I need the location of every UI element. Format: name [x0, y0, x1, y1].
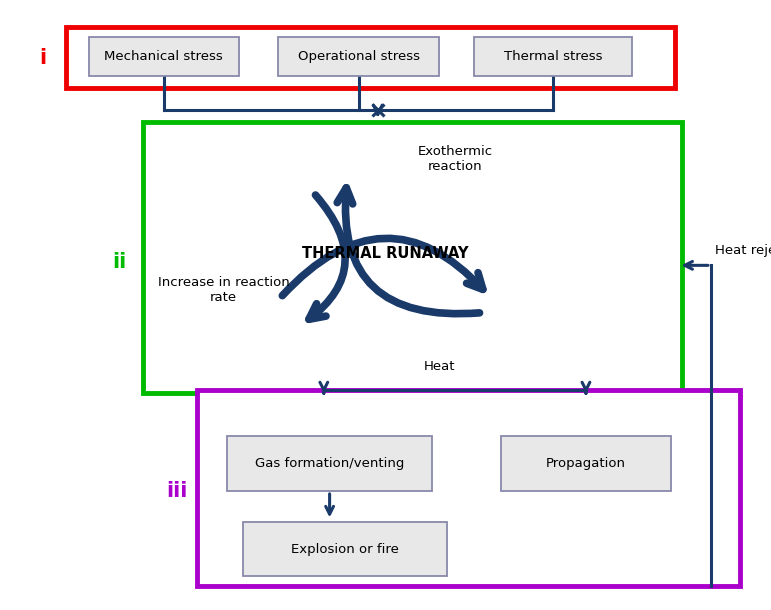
Bar	[227, 436, 432, 491]
Text: Thermal stress: Thermal stress	[504, 50, 602, 63]
Text: Explosion or fire: Explosion or fire	[291, 542, 399, 556]
Text: Operational stress: Operational stress	[298, 50, 419, 63]
Bar	[89, 37, 239, 76]
Text: Propagation: Propagation	[546, 457, 626, 470]
Text: ii: ii	[113, 253, 126, 272]
Bar	[278, 37, 439, 76]
Text: Increase in reaction
rate: Increase in reaction rate	[158, 276, 289, 304]
Bar	[474, 37, 632, 76]
Text: Heat: Heat	[424, 359, 455, 373]
Bar	[66, 27, 675, 88]
Text: Gas formation/venting: Gas formation/venting	[255, 457, 404, 470]
Text: THERMAL RUNAWAY: THERMAL RUNAWAY	[302, 246, 469, 260]
Bar	[501, 436, 671, 491]
Bar	[197, 390, 740, 586]
Bar	[143, 122, 682, 393]
Bar	[243, 522, 447, 576]
Text: i: i	[39, 48, 46, 68]
Text: Heat rejection: Heat rejection	[715, 243, 771, 257]
Text: iii: iii	[167, 481, 188, 501]
Text: Exothermic
reaction: Exothermic reaction	[417, 145, 493, 173]
Text: Mechanical stress: Mechanical stress	[104, 50, 224, 63]
